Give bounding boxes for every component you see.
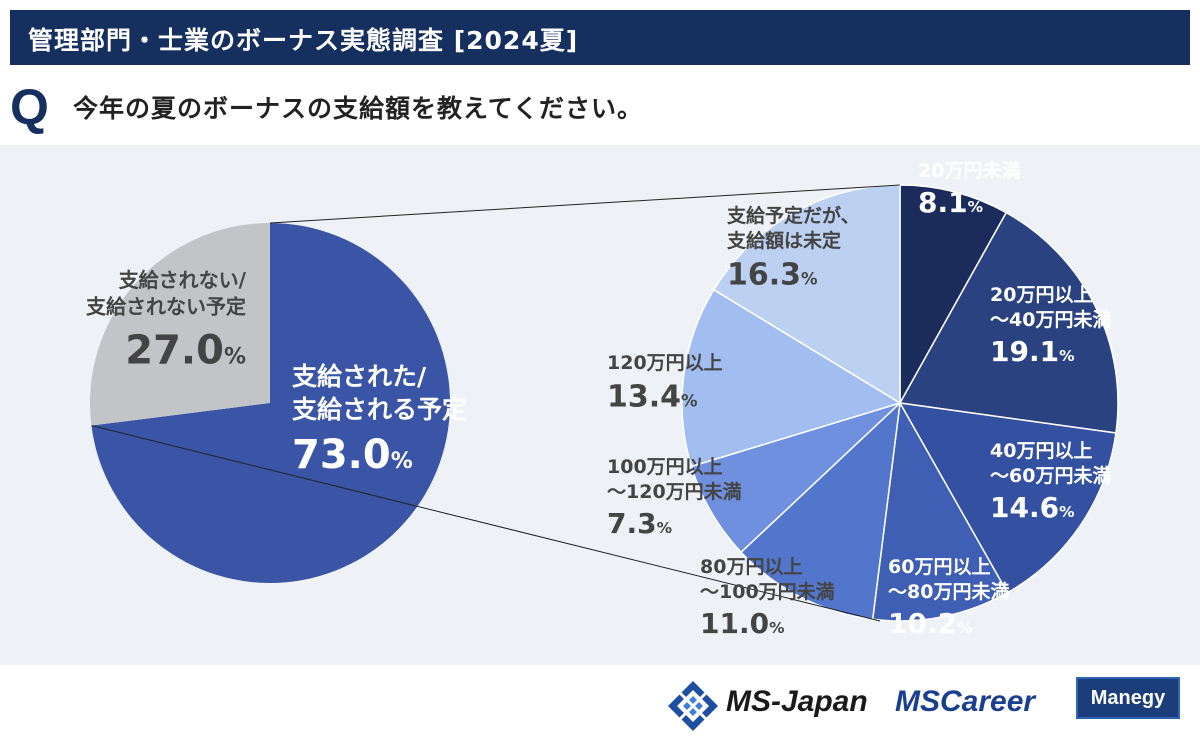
left-slice-0-value: 73.0 bbox=[292, 432, 391, 478]
chart-panel: 支給された/支給される予定 73.0% 支給されない/支給されない予定 27.0% 20… bbox=[0, 145, 1200, 665]
right-slice-1-label-line: 20万円以上 bbox=[990, 284, 1092, 306]
ms-career-logo-text: MSCareer bbox=[895, 685, 1036, 718]
right-slice-4-label-line: ～100万円未満 bbox=[700, 580, 835, 603]
question-mark: Q bbox=[10, 79, 49, 135]
connector-line-bottom bbox=[91, 425, 881, 622]
left-slice-1-label-line: 支給されない/ bbox=[119, 268, 247, 292]
right-slice-7-label-line: 支給予定だが、 bbox=[726, 204, 860, 227]
right-slice-2-label-line: 40万円以上 bbox=[990, 440, 1092, 462]
right-slice-5-label-line: ～120万円未満 bbox=[607, 480, 742, 503]
left-slice-1-label-line: 支給されない予定 bbox=[86, 294, 246, 318]
left-slice-0-label-line: 支給される予定 bbox=[292, 395, 467, 424]
right-slice-5-label-line: 100万円以上 bbox=[607, 456, 723, 478]
left-slice-0-label-line: 支給された/ bbox=[292, 362, 427, 391]
left-pie-slice-1 bbox=[90, 223, 270, 426]
pie-of-pie-chart: 支給された/支給される予定 73.0%支給されない/支給されない予定 27.0%20… bbox=[86, 159, 1119, 640]
left-slice-1-value: 27.0 bbox=[125, 327, 224, 373]
right-slice-6-value: 13.4 bbox=[607, 380, 681, 415]
right-slice-2-label-line: ～60万円未満 bbox=[990, 464, 1111, 487]
footer-logos: MS-Japan MSCareer Manegy bbox=[0, 665, 1200, 742]
left-pie-slice-0 bbox=[91, 223, 451, 583]
left-slice-1-label: 支給されない/支給されない予定 27.0% bbox=[86, 268, 247, 373]
right-slice-0-value: 8.1 bbox=[918, 186, 968, 219]
right-slice-2-percent: % bbox=[1059, 503, 1074, 521]
right-pie-slice-4 bbox=[740, 401, 902, 621]
right-slice-3-label-line: ～80万円未満 bbox=[888, 580, 1009, 603]
right-slice-5-percent: % bbox=[657, 519, 672, 537]
right-slice-6-percent: % bbox=[681, 392, 698, 411]
left-slice-1-percent: % bbox=[224, 344, 246, 369]
right-slice-4-value: 11.0 bbox=[700, 607, 769, 640]
left-slice-0-label: 支給された/支給される予定 73.0% bbox=[292, 362, 467, 478]
right-pie-slice-3 bbox=[871, 400, 1009, 622]
right-pie-slice-5 bbox=[690, 402, 901, 554]
left-slice-0-percent: % bbox=[391, 449, 413, 474]
right-slice-4-label-line: 80万円以上 bbox=[700, 556, 802, 578]
right-slice-2-value: 14.6 bbox=[990, 491, 1059, 524]
right-slice-3-label: 60万円以上～80万円未満 10.2% bbox=[888, 556, 1009, 640]
right-pie-slice-2 bbox=[898, 402, 1117, 594]
right-slice-2-label: 40万円以上～60万円未満 14.6% bbox=[990, 440, 1111, 524]
ms-japan-logo-icon bbox=[668, 681, 718, 731]
question-row: Q 今年の夏のボーナスの支給額を教えてください。 bbox=[10, 79, 1190, 135]
right-slice-7-percent: % bbox=[801, 270, 818, 289]
connector-line-top bbox=[269, 184, 901, 224]
right-slice-7-label-line: 支給額は未定 bbox=[726, 229, 841, 252]
right-slice-5-value: 7.3 bbox=[607, 507, 657, 540]
right-pie-slice-6 bbox=[681, 288, 902, 468]
manegy-logo: Manegy bbox=[1076, 677, 1180, 719]
right-slice-7-label: 支給予定だが、支給額は未定 16.3% bbox=[726, 204, 860, 293]
right-slice-7-value: 16.3 bbox=[727, 258, 801, 293]
page-title: 管理部門・士業のボーナス実態調査 [2024夏] bbox=[28, 26, 579, 55]
right-pie-slice-0 bbox=[899, 184, 1008, 406]
header-bar: 管理部門・士業のボーナス実態調査 [2024夏] bbox=[10, 10, 1190, 65]
right-slice-6-label: 120万円以上 13.4% bbox=[607, 352, 723, 415]
right-slice-3-percent: % bbox=[957, 619, 972, 637]
right-slice-4-label: 80万円以上～100万円未満 11.0% bbox=[700, 556, 835, 640]
right-slice-0-percent: % bbox=[968, 198, 983, 216]
right-slice-3-label-line: 60万円以上 bbox=[888, 556, 990, 578]
right-pie-slice-1 bbox=[898, 211, 1119, 434]
right-slice-1-label: 20万円以上～40万円未満 19.1% bbox=[990, 284, 1111, 368]
right-slice-0-label-line: 20万円未満 bbox=[918, 159, 1020, 182]
right-slice-1-percent: % bbox=[1059, 347, 1074, 365]
question-text: 今年の夏のボーナスの支給額を教えてください。 bbox=[73, 94, 644, 123]
ms-japan-logo-text: MS-Japan bbox=[726, 685, 868, 718]
right-slice-6-label-line: 120万円以上 bbox=[607, 352, 723, 374]
right-slice-3-value: 10.2 bbox=[888, 607, 957, 640]
right-slice-1-value: 19.1 bbox=[990, 335, 1059, 368]
right-slice-4-percent: % bbox=[769, 619, 784, 637]
right-slice-5-label: 100万円以上～120万円未満 7.3% bbox=[607, 456, 742, 540]
right-slice-1-label-line: ～40万円未満 bbox=[990, 308, 1111, 331]
right-slice-0-label: 20万円未満 8.1% bbox=[918, 159, 1020, 219]
